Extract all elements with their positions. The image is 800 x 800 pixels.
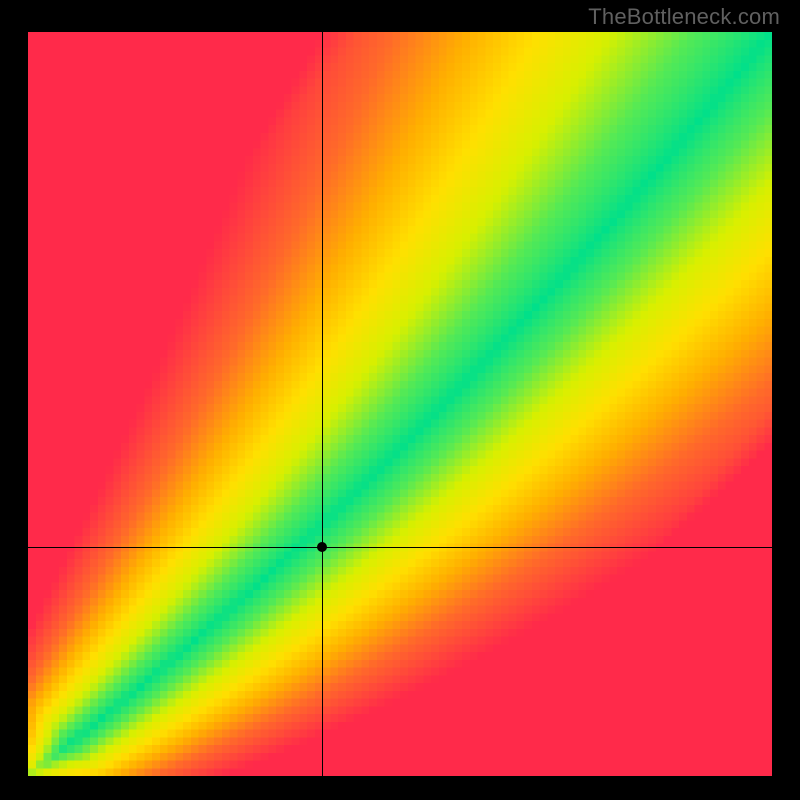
crosshair-marker bbox=[317, 542, 327, 552]
watermark-text: TheBottleneck.com bbox=[588, 4, 780, 30]
heatmap-canvas bbox=[28, 32, 772, 776]
crosshair-horizontal bbox=[28, 547, 772, 548]
heatmap-plot bbox=[28, 32, 772, 776]
chart-frame: TheBottleneck.com bbox=[0, 0, 800, 800]
crosshair-vertical bbox=[322, 32, 323, 776]
